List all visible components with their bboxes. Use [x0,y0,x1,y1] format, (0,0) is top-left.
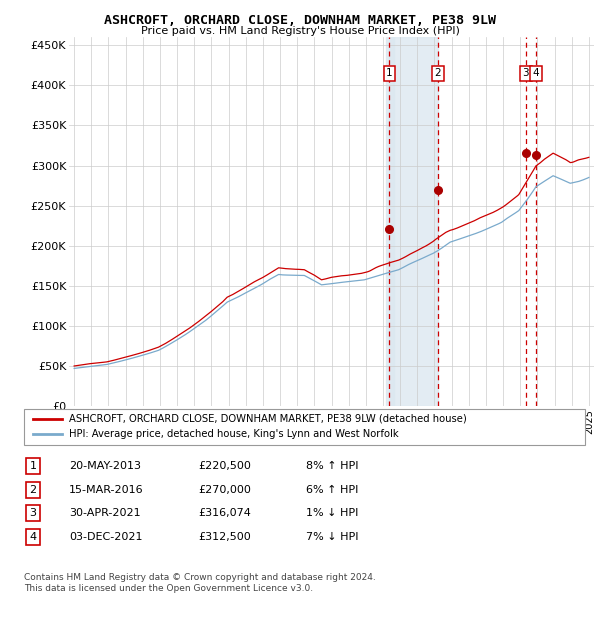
Text: 1% ↓ HPI: 1% ↓ HPI [306,508,358,518]
Text: 3: 3 [29,508,37,518]
Text: 4: 4 [29,532,37,542]
Text: HPI: Average price, detached house, King's Lynn and West Norfolk: HPI: Average price, detached house, King… [69,430,398,440]
Bar [389,37,438,406]
Text: 4: 4 [533,68,539,78]
Text: £316,074: £316,074 [198,508,251,518]
Text: Price paid vs. HM Land Registry's House Price Index (HPI): Price paid vs. HM Land Registry's House … [140,26,460,36]
Text: 20-MAY-2013: 20-MAY-2013 [69,461,141,471]
Text: Contains HM Land Registry data © Crown copyright and database right 2024.
This d: Contains HM Land Registry data © Crown c… [24,574,376,593]
Text: ASHCROFT, ORCHARD CLOSE, DOWNHAM MARKET, PE38 9LW: ASHCROFT, ORCHARD CLOSE, DOWNHAM MARKET,… [104,14,496,27]
Text: £270,000: £270,000 [198,485,251,495]
Text: £312,500: £312,500 [198,532,251,542]
Text: 8% ↑ HPI: 8% ↑ HPI [306,461,359,471]
Text: 30-APR-2021: 30-APR-2021 [69,508,140,518]
Text: 1: 1 [29,461,37,471]
Text: 15-MAR-2016: 15-MAR-2016 [69,485,143,495]
Text: ASHCROFT, ORCHARD CLOSE, DOWNHAM MARKET, PE38 9LW (detached house): ASHCROFT, ORCHARD CLOSE, DOWNHAM MARKET,… [69,414,467,423]
Bar [386,37,394,406]
Text: 3: 3 [523,68,529,78]
Text: 6% ↑ HPI: 6% ↑ HPI [306,485,358,495]
Text: 03-DEC-2021: 03-DEC-2021 [69,532,143,542]
Text: 7% ↓ HPI: 7% ↓ HPI [306,532,359,542]
Text: 2: 2 [435,68,442,78]
Text: 1: 1 [386,68,393,78]
Text: 2: 2 [29,485,37,495]
Text: £220,500: £220,500 [198,461,251,471]
